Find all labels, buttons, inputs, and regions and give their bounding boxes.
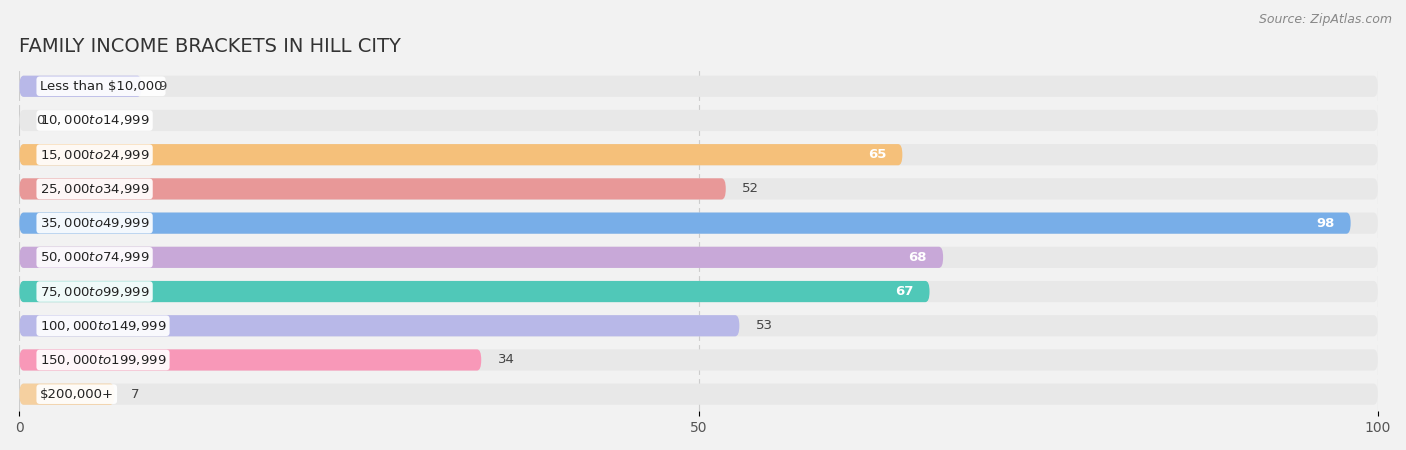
Text: $100,000 to $149,999: $100,000 to $149,999 <box>39 319 166 333</box>
Text: Less than $10,000: Less than $10,000 <box>39 80 162 93</box>
FancyBboxPatch shape <box>20 315 740 336</box>
Text: $75,000 to $99,999: $75,000 to $99,999 <box>39 284 149 298</box>
Text: $15,000 to $24,999: $15,000 to $24,999 <box>39 148 149 162</box>
Text: Source: ZipAtlas.com: Source: ZipAtlas.com <box>1258 14 1392 27</box>
Text: 52: 52 <box>742 182 759 195</box>
FancyBboxPatch shape <box>20 110 1378 131</box>
FancyBboxPatch shape <box>20 349 1378 370</box>
Text: $50,000 to $74,999: $50,000 to $74,999 <box>39 250 149 264</box>
FancyBboxPatch shape <box>20 247 943 268</box>
Text: 53: 53 <box>755 319 773 332</box>
Text: 34: 34 <box>498 353 515 366</box>
Text: 7: 7 <box>131 387 139 400</box>
Text: FAMILY INCOME BRACKETS IN HILL CITY: FAMILY INCOME BRACKETS IN HILL CITY <box>20 37 401 57</box>
Text: $150,000 to $199,999: $150,000 to $199,999 <box>39 353 166 367</box>
Text: 65: 65 <box>868 148 886 161</box>
Text: 9: 9 <box>157 80 166 93</box>
FancyBboxPatch shape <box>20 383 114 405</box>
Text: 68: 68 <box>908 251 927 264</box>
FancyBboxPatch shape <box>20 178 1378 199</box>
FancyBboxPatch shape <box>20 212 1351 234</box>
FancyBboxPatch shape <box>20 383 1378 405</box>
FancyBboxPatch shape <box>20 212 1378 234</box>
FancyBboxPatch shape <box>20 349 481 370</box>
FancyBboxPatch shape <box>20 315 1378 336</box>
FancyBboxPatch shape <box>20 178 725 199</box>
FancyBboxPatch shape <box>20 281 1378 302</box>
FancyBboxPatch shape <box>20 247 1378 268</box>
Text: 98: 98 <box>1316 216 1334 230</box>
FancyBboxPatch shape <box>20 76 142 97</box>
Text: $25,000 to $34,999: $25,000 to $34,999 <box>39 182 149 196</box>
FancyBboxPatch shape <box>20 144 1378 165</box>
FancyBboxPatch shape <box>20 281 929 302</box>
Text: 67: 67 <box>894 285 914 298</box>
Text: $200,000+: $200,000+ <box>39 387 114 400</box>
Text: $35,000 to $49,999: $35,000 to $49,999 <box>39 216 149 230</box>
Text: $10,000 to $14,999: $10,000 to $14,999 <box>39 113 149 127</box>
FancyBboxPatch shape <box>20 76 1378 97</box>
FancyBboxPatch shape <box>20 144 903 165</box>
Text: 0: 0 <box>35 114 44 127</box>
